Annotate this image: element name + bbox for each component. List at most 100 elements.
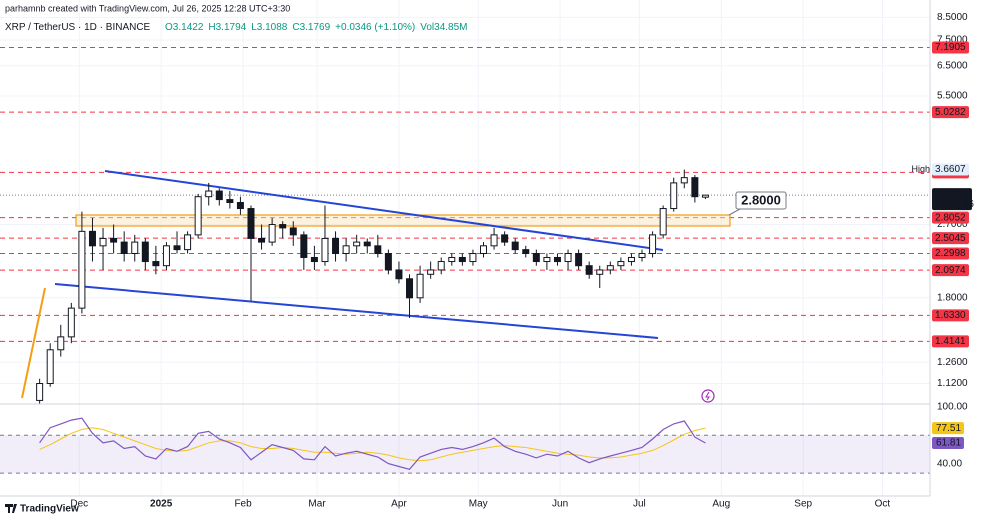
high-caption: High <box>911 164 930 174</box>
x-tick-label: Sep <box>794 499 812 510</box>
y-tick-label: 2.7000 <box>937 219 968 230</box>
candle-body <box>194 196 202 236</box>
candle-body <box>585 265 593 275</box>
y-tick-label: 8.5000 <box>937 12 968 23</box>
candle-body <box>152 261 160 267</box>
upper-trendline <box>104 170 664 251</box>
high-label-box <box>932 163 969 176</box>
rsi-label: 61.81 <box>936 438 961 449</box>
candle-body <box>342 245 350 255</box>
candle-body <box>236 202 244 210</box>
y-tick-label: 7.5000 <box>937 35 968 46</box>
x-tick-label: Aug <box>712 499 730 510</box>
candle-body <box>332 237 340 255</box>
candles <box>36 169 709 404</box>
x-tick-label: Jul <box>633 499 646 510</box>
candle-body <box>437 261 445 271</box>
candle-body <box>617 261 625 267</box>
candle-body <box>173 245 181 251</box>
level-label-box <box>932 247 969 260</box>
candle-body <box>162 245 170 267</box>
header-stat: Vol34.85M <box>420 22 467 33</box>
rsi-label-box <box>932 436 964 449</box>
price-axis: 8.5000 7.5000 6.5000 5.5000 2.7000 1.8000 1.26… <box>911 12 974 469</box>
callout-pointer <box>728 208 741 216</box>
candle-body <box>131 241 139 255</box>
rsi-line <box>39 417 706 470</box>
candle-body <box>501 234 509 243</box>
level-label: 1.4141 <box>935 336 966 347</box>
candle-body <box>680 177 688 184</box>
candle-body <box>406 278 414 299</box>
candle-body <box>36 383 44 401</box>
high-label: 3.6607 <box>935 164 966 175</box>
x-tick-label: Dec <box>70 499 88 510</box>
callout-box <box>735 191 787 210</box>
candle-body <box>416 273 424 299</box>
candle-body <box>479 245 487 255</box>
x-tick-label: Feb <box>234 499 252 510</box>
callout-text: 2.8000 <box>741 192 781 207</box>
candle-body <box>363 241 371 247</box>
level-label: 2.8052 <box>935 212 966 223</box>
candle-body <box>522 249 530 255</box>
level-label: 2.0974 <box>935 265 966 276</box>
candle-body <box>553 256 561 263</box>
level-label-box <box>932 309 969 322</box>
level-label-box <box>932 264 969 277</box>
tv-logo <box>5 504 17 513</box>
candle-body <box>395 269 403 280</box>
candle-body <box>226 199 234 204</box>
candle-body <box>110 237 118 243</box>
candle-body <box>532 253 540 263</box>
candle-body <box>575 253 583 267</box>
price-label: 3.1769 <box>935 189 966 200</box>
candle-body <box>701 194 709 198</box>
candle-body <box>543 256 551 263</box>
candle-body <box>649 234 657 255</box>
candle-body <box>258 237 266 243</box>
candle-body <box>490 234 498 247</box>
level-label-box <box>932 106 969 119</box>
candle-body <box>596 269 604 275</box>
header-stat: O3.1422 <box>165 22 204 33</box>
candle-body <box>374 245 382 255</box>
candle-body <box>46 349 54 385</box>
candle-body <box>141 241 149 263</box>
level-label: 7.1905 <box>935 42 966 53</box>
candle-body <box>427 269 435 275</box>
x-tick-label: Mar <box>308 499 326 510</box>
rsi-ma-label: 77.51 <box>936 423 961 434</box>
rsi-ma-line <box>39 427 706 462</box>
candle-body <box>321 237 329 263</box>
level-label-box <box>932 211 969 224</box>
candle-body <box>627 256 635 263</box>
header-stat: C3.1769 <box>292 22 330 33</box>
candle-body <box>384 253 392 271</box>
y-tick-label: 1.1200 <box>937 378 968 389</box>
x-tick-label: Apr <box>391 499 407 510</box>
header-stat: L3.1088 <box>251 22 288 33</box>
countdown-label: 15:01:36 <box>935 199 974 210</box>
level-label-box <box>932 232 969 245</box>
candle-body <box>205 190 213 198</box>
candle-body <box>120 241 128 255</box>
candle-body <box>638 253 646 258</box>
candle-body <box>57 336 65 351</box>
level-label-box <box>932 41 969 54</box>
candle-body <box>268 224 276 243</box>
level-label: 2.2998 <box>935 248 966 259</box>
rsi-band <box>0 435 930 474</box>
y-tick-label: 1.2600 <box>937 357 968 368</box>
rsi-tick-label: 100.00 <box>937 401 968 412</box>
candle-body <box>99 237 107 247</box>
candle-body <box>184 234 192 251</box>
symbol-title: XRP / TetherUS · 1D · BINANCE <box>5 22 151 33</box>
rsi-ma-label-box <box>932 422 964 435</box>
candle-body <box>215 190 223 201</box>
y-tick-label: 6.5000 <box>937 60 968 71</box>
supply-zone <box>75 214 731 227</box>
grid <box>0 0 930 496</box>
candle-body <box>691 177 699 198</box>
